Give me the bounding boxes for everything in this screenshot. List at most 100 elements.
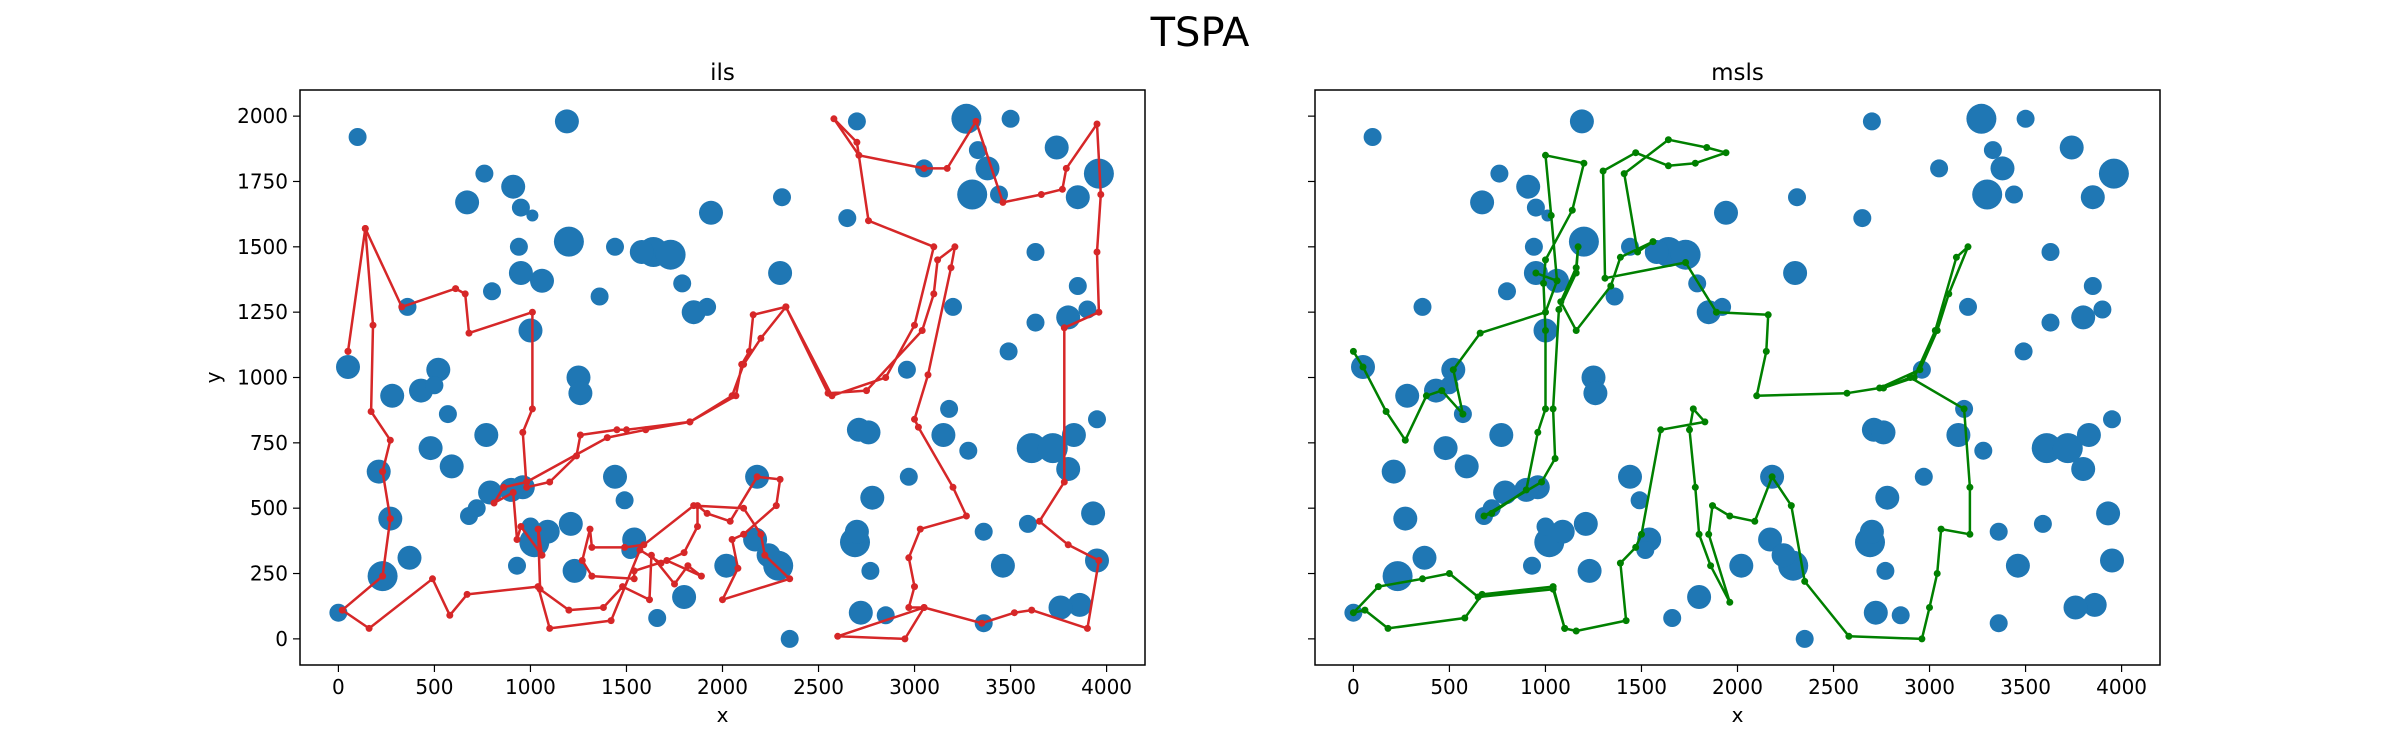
city-point [1413, 297, 1432, 316]
city-point [2041, 243, 2060, 261]
x-tick-label: 2000 [697, 675, 748, 699]
city-point [1891, 606, 1910, 625]
tour-vertex [1580, 159, 1588, 167]
tour-vertex [599, 604, 607, 611]
city-point [1026, 313, 1045, 332]
tour-vertex [1753, 392, 1761, 400]
city-point [397, 545, 422, 570]
tour-vertex [1722, 149, 1730, 157]
tour-vertex [776, 475, 784, 483]
city-point [366, 459, 391, 484]
tour-vertex [1359, 363, 1367, 371]
tour-vertex [603, 434, 611, 442]
tour-vertex [772, 502, 780, 510]
tour-vertex [1035, 517, 1043, 525]
tour-vertex [586, 525, 594, 533]
city-point [1493, 480, 1518, 505]
city-point [844, 519, 869, 544]
tour-vertex [640, 541, 648, 549]
tour-vertex [1906, 374, 1914, 381]
city-point [1630, 491, 1649, 510]
tour-vertex [461, 290, 469, 298]
tour-vertex [749, 311, 757, 319]
tour-vertex [1926, 604, 1933, 611]
tour-vertex [924, 371, 932, 379]
x-tick-label: 3500 [985, 675, 1036, 699]
tour-vertex [1701, 418, 1709, 426]
city-point [509, 237, 528, 256]
city-point [629, 240, 654, 264]
tour-vertex [726, 517, 734, 525]
tour-vertex [1918, 635, 1926, 643]
tour-vertex [694, 523, 701, 530]
tour-vertex [1638, 530, 1645, 538]
tour-vertex [1064, 541, 1072, 549]
tour-vertex [1843, 389, 1851, 397]
tour-vertex [863, 387, 870, 395]
city-point [1636, 541, 1655, 559]
tour-vertex [1695, 530, 1703, 538]
city-point [2063, 595, 2088, 620]
tour-vertex [1449, 366, 1457, 374]
city-point [847, 112, 866, 131]
tour-vertex [1622, 617, 1630, 625]
city-point [897, 360, 916, 379]
tour-vertex [1551, 455, 1559, 462]
tour-vertex [1762, 347, 1770, 355]
city-point [856, 420, 881, 445]
tour-vertex [1707, 562, 1715, 570]
tour-vertex [588, 572, 596, 580]
tour-vertex [1966, 530, 1974, 538]
tour-vertex [536, 585, 544, 593]
city-point [1974, 441, 1993, 460]
city-point [648, 609, 667, 627]
tour-vertex [379, 468, 387, 476]
tour-vertex [1060, 324, 1068, 332]
city-point [1930, 159, 1949, 178]
city-point [1783, 261, 1808, 285]
city-point [698, 297, 717, 316]
x-tick-label: 1000 [1520, 675, 1571, 699]
tour-vertex [684, 562, 692, 570]
tour-vertex [607, 617, 615, 625]
x-tick-label: 500 [415, 675, 453, 699]
tour-vertex [1574, 243, 1582, 251]
tour-vertex [1028, 606, 1036, 614]
city-point [1914, 467, 1933, 486]
tour-vertex [1542, 256, 1549, 264]
tour-vertex [1422, 392, 1430, 400]
city-point [553, 226, 584, 257]
city-point [848, 600, 873, 625]
y-tick-label: 1000 [237, 366, 288, 390]
city-point [1526, 198, 1545, 217]
tour-vertex [452, 285, 460, 293]
tour-vertex [920, 164, 928, 172]
city-point [1853, 209, 1872, 228]
city-point [1536, 517, 1555, 536]
tour-vertex [1691, 159, 1699, 167]
city-point [1871, 420, 1896, 445]
tour-vertex [1933, 570, 1941, 577]
tour-vertex [1010, 609, 1018, 617]
tour-vertex [1349, 609, 1357, 617]
tour-vertex [930, 243, 938, 251]
tour-vertex [930, 290, 938, 298]
city-point [1454, 454, 1479, 479]
tour-vertex [1542, 405, 1549, 413]
city-point [714, 553, 739, 578]
tour-vertex [1361, 606, 1369, 614]
city-point [1795, 629, 1814, 648]
tour-vertex [1572, 269, 1580, 277]
city-point [2103, 410, 2121, 429]
tour-vertex [761, 551, 769, 559]
city-point [699, 200, 723, 225]
city-point [2093, 300, 2112, 319]
city-point [1714, 200, 1738, 225]
city-point [426, 357, 451, 382]
tour-vertex [697, 572, 705, 580]
tour-vertex [853, 138, 861, 146]
city-point [2083, 277, 2102, 295]
tour-vertex [680, 549, 688, 557]
city-point [990, 553, 1015, 578]
